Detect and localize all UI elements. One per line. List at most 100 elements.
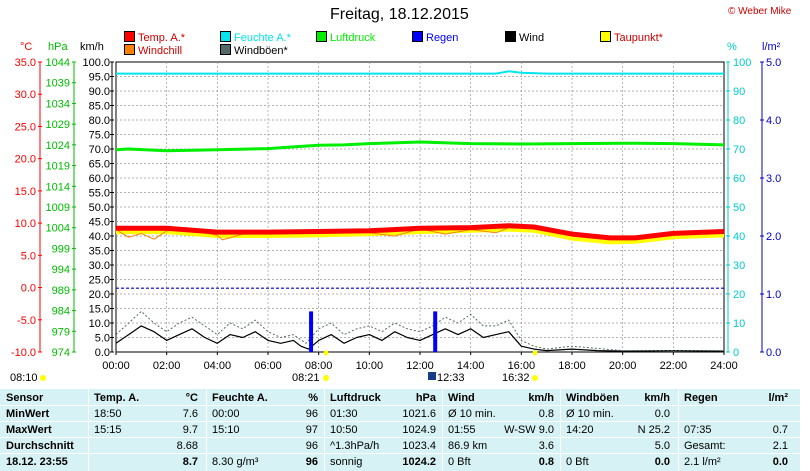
table-cell: 15:10 [212, 424, 240, 436]
table-header-cell: Sensor [6, 392, 44, 404]
axis-tick-label-wind: 20.0 [89, 289, 110, 301]
table-cell: 96 [305, 408, 318, 420]
table-cell: 0.0 [654, 408, 670, 420]
copyright: © Weber Mike [728, 6, 792, 17]
axis-tick-label-pressure: 1029 [46, 119, 70, 131]
x-tick-label: 24:00 [710, 360, 738, 372]
axis-tick-label-rain: 3.0 [766, 173, 781, 185]
axis-tick-label-humidity: 70 [733, 144, 745, 156]
table-cell: 07:35 [684, 424, 712, 436]
axis-tick-label-pressure: 999 [52, 243, 70, 255]
legend-item: Taupunkt* [600, 31, 663, 44]
axis-tick-label-wind: 95.0 [89, 72, 110, 84]
x-tick-label: 10:00 [356, 360, 384, 372]
axis-tick-label-temp: 30.0 [15, 89, 36, 101]
axis-tick-label-pressure: 1019 [46, 161, 70, 173]
x-tick-label: 08:00 [305, 360, 333, 372]
table-header-cell: Regen [684, 392, 718, 404]
table-cell: 86.9 km [448, 440, 488, 452]
table-column-separator [560, 389, 561, 471]
axis-tick-label-wind: 50.0 [89, 202, 110, 214]
axis-tick-label-pressure: 984 [52, 306, 70, 318]
axis-tick-label-temp: 25.0 [15, 121, 36, 133]
axis-unit-temp: °C [20, 41, 32, 53]
axis-tick-label-wind: 5.0 [95, 333, 110, 345]
legend-swatch [600, 31, 611, 42]
axis-tick-label-humidity: 40 [733, 231, 745, 243]
table-cell: W-SW 9.0 [504, 424, 554, 436]
axis-tick-label-wind: 65.0 [89, 159, 110, 171]
legend-item: Wind [505, 31, 544, 44]
table-header-cell: km/h [644, 392, 670, 404]
axis-tick-label-wind: 60.0 [89, 173, 110, 185]
axis-tick-label-wind: 75.0 [89, 130, 110, 142]
table-cell: 1021.6 [402, 408, 436, 420]
axis-tick-label-pressure: 1009 [46, 202, 70, 214]
axis-tick-label-wind: 10.0 [89, 318, 110, 330]
axis-tick-label-pressure: 1024 [46, 140, 70, 152]
axis-tick-label-wind: 45.0 [89, 217, 110, 229]
sun-marker [532, 350, 538, 356]
table-cell: 9.7 [182, 424, 198, 436]
axis-tick-label-humidity: 20 [733, 289, 745, 301]
table-cell: Ø 10 min. [566, 408, 614, 420]
table-cell: Ø 10 min. [448, 408, 496, 420]
table-row-separator [0, 421, 800, 422]
table-cell: MinWert [6, 408, 50, 420]
axis-tick-label-humidity: 0 [733, 347, 739, 359]
axis-tick-label-pressure: 1014 [46, 181, 70, 193]
table-cell: 0.8 [538, 456, 554, 468]
axis-unit-pressure: hPa [48, 41, 68, 53]
weather-chart: 00:00 02:00 04:00 06:00 08:00 10:00 12:00 14:00… [10, 41, 781, 384]
x-tick-label: 06:00 [254, 360, 282, 372]
x-tick-label: 04:00 [204, 360, 232, 372]
table-row-separator [0, 437, 800, 438]
table-cell: 18:50 [94, 408, 122, 420]
x-tick-label: 22:00 [660, 360, 688, 372]
legend-item: Luftdruck [316, 31, 375, 44]
table-cell: 0.7 [772, 424, 788, 436]
table-cell: 96 [305, 440, 318, 452]
moon-label: 12:33 [437, 372, 465, 384]
table-row-separator [0, 453, 800, 454]
axis-tick-label-rain: 4.0 [766, 115, 781, 127]
axis-unit-humidity: % [727, 41, 737, 53]
table-cell: Durchschnitt [6, 440, 74, 452]
table-cell: 1024.2 [402, 456, 436, 468]
axis-tick-label-pressure: 1004 [46, 223, 70, 235]
axis-tick-label-temp: -10.0 [11, 347, 36, 359]
sunrise-label: 08:10 [10, 372, 38, 384]
axis-tick-label-rain: 1.0 [766, 289, 781, 301]
axis-tick-label-rain: 2.0 [766, 231, 781, 243]
axis-tick-label-temp: 20.0 [15, 154, 36, 166]
table-cell: 5.0 [654, 440, 670, 452]
x-tick-label: 20:00 [609, 360, 637, 372]
axis-unit-wind: km/h [80, 41, 104, 53]
axis-tick-label-pressure: 1039 [46, 78, 70, 90]
legend-label: Temp. A.* [138, 32, 186, 44]
axis-tick-label-wind: 85.0 [89, 101, 110, 113]
table-cell: 8.68 [176, 440, 198, 452]
sunset-label: 16:32 [502, 372, 530, 384]
axis-tick-label-wind: 15.0 [89, 304, 110, 316]
table-cell: 0.0 [772, 456, 788, 468]
chart-title: Freitag, 18.12.2015 [330, 6, 469, 23]
table-header-cell: Wind [448, 392, 475, 404]
noon-label: 08:21 [292, 372, 320, 384]
legend-item: Windchill [124, 44, 182, 57]
table-cell: 01:30 [330, 408, 358, 420]
axis-tick-label-humidity: 60 [733, 173, 745, 185]
table-cell: ^1.3hPa/h [330, 440, 380, 452]
series-line [116, 227, 725, 245]
rain-bar [309, 311, 314, 352]
table-cell: MaxWert [6, 424, 52, 436]
legend-swatch [505, 31, 516, 42]
axis-tick-label-wind: 40.0 [89, 231, 110, 243]
axis-tick-label-temp: 5.0 [21, 250, 36, 262]
x-tick-label: 14:00 [457, 360, 485, 372]
table-cell: 8.7 [182, 456, 198, 468]
axis-tick-label-wind: 100.0 [82, 57, 110, 69]
axis-unit-rain: l/m² [762, 41, 781, 53]
axis-tick-label-rain: 0.0 [766, 347, 781, 359]
axis-tick-label-rain: 5.0 [766, 57, 781, 69]
